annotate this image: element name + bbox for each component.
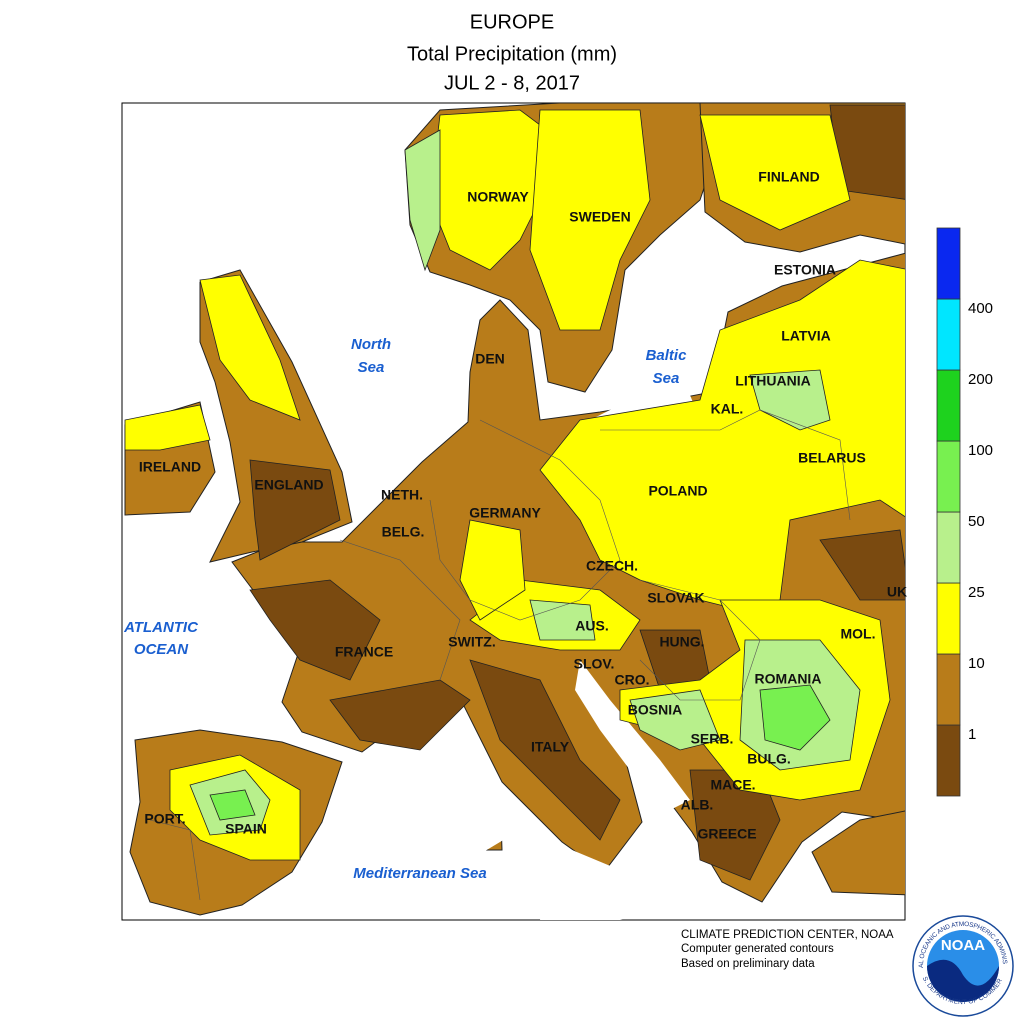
legend-label: 25 — [968, 584, 985, 601]
logo-text: NOAA — [941, 937, 985, 954]
country-label: ALB. — [681, 797, 714, 813]
legend-swatch — [936, 582, 961, 655]
legend-label: 200 — [968, 371, 993, 388]
country-label: GREECE — [697, 826, 756, 842]
sea-label: Sea — [653, 370, 680, 387]
legend-swatch — [936, 724, 961, 797]
country-label: SLOVAK — [647, 590, 704, 606]
footer-line: Based on preliminary data — [681, 958, 815, 970]
country-label: MACE. — [710, 777, 755, 793]
country-label: BELARUS — [798, 450, 866, 466]
map-period: JUL 2 - 8, 2017 — [444, 72, 580, 94]
country-label: CZECH. — [586, 558, 638, 574]
map-region: EUROPE — [470, 11, 554, 33]
sea-label: Sea — [358, 359, 385, 376]
sea-label: ATLANTIC — [123, 619, 199, 636]
country-label: ITALY — [531, 739, 570, 755]
legend-swatch — [936, 511, 961, 584]
country-label: FRANCE — [335, 644, 393, 660]
legend-label: 400 — [968, 300, 993, 317]
country-label: BULG. — [747, 751, 791, 767]
sea-label: Mediterranean Sea — [353, 865, 486, 882]
sea-label: OCEAN — [134, 641, 189, 658]
legend-label: 1 — [968, 726, 976, 743]
sea-labels: North Sea Baltic Sea ATLANTIC OCEAN Medi… — [123, 336, 687, 882]
country-label: ESTONIA — [774, 262, 836, 278]
country-label: IRELAND — [139, 459, 201, 475]
country-label: GERMANY — [469, 505, 541, 521]
country-label: LITHUANIA — [735, 373, 810, 389]
country-label: UK — [887, 584, 907, 600]
country-labels: NORWAY SWEDEN FINLAND ESTONIA LATVIA LIT… — [139, 169, 907, 842]
country-label: BOSNIA — [628, 702, 682, 718]
country-label: LATVIA — [781, 328, 831, 344]
map-title: Total Precipitation (mm) — [407, 43, 617, 65]
footer-line: CLIMATE PREDICTION CENTER, NOAA — [681, 929, 894, 941]
sea-label: Baltic — [646, 347, 688, 364]
country-label: NETH. — [381, 487, 423, 503]
country-label: NORWAY — [467, 189, 529, 205]
legend-label: 50 — [968, 513, 985, 530]
country-label: HUNG. — [659, 634, 704, 650]
legend-swatch — [936, 369, 961, 442]
country-label: POLAND — [648, 483, 707, 499]
country-label: SWEDEN — [569, 209, 630, 225]
country-label: MOL. — [841, 626, 876, 642]
country-label: SPAIN — [225, 821, 267, 837]
country-label: KAL. — [711, 401, 744, 417]
country-label: PORT. — [144, 811, 185, 827]
country-label: ROMANIA — [755, 671, 822, 687]
country-label: CRO. — [615, 672, 650, 688]
legend-swatch — [936, 440, 961, 513]
country-label: DEN — [475, 351, 505, 367]
country-label: AUS. — [575, 618, 608, 634]
map — [121, 102, 906, 921]
legend: 1 10 25 50 100 200 400 — [936, 227, 993, 797]
legend-label: 100 — [968, 442, 993, 459]
country-label: SERB. — [691, 731, 734, 747]
legend-swatch — [936, 653, 961, 726]
footer-line: Computer generated contours — [681, 943, 834, 955]
legend-swatch — [936, 298, 961, 371]
legend-swatch — [936, 227, 961, 300]
country-label: BELG. — [382, 524, 425, 540]
sea-label: North — [351, 336, 391, 353]
country-label: SWITZ. — [448, 634, 495, 650]
country-label: SLOV. — [574, 656, 615, 672]
country-label: ENGLAND — [254, 477, 323, 493]
legend-label: 10 — [968, 655, 985, 672]
country-label: FINLAND — [758, 169, 819, 185]
